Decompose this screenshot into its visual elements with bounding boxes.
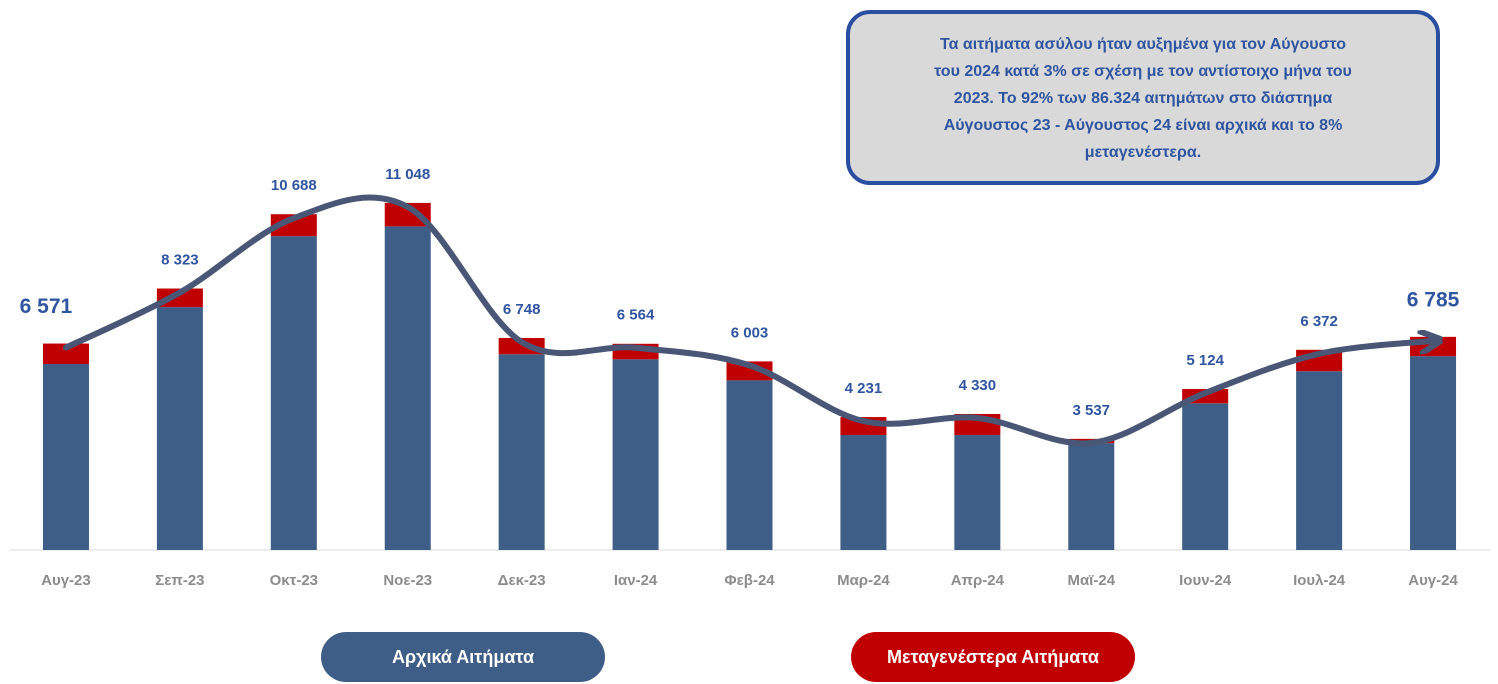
bar-segment (270, 236, 317, 550)
x-tick-label: Δεκ-23 (498, 572, 546, 589)
x-tick-label: Ιουν-24 (1179, 572, 1232, 589)
bar-segment (156, 288, 203, 308)
bar-segment (1182, 403, 1229, 550)
x-tick-label: Σεπ-23 (155, 572, 204, 589)
bar-segment (42, 364, 89, 550)
bar-segment (726, 380, 773, 550)
legend-item: Μεταγενέστερα Αιτήματα (851, 632, 1135, 682)
x-tick-label: Ιαν-24 (614, 572, 658, 589)
trend-line (62, 194, 1433, 447)
bar-segment (42, 343, 89, 365)
annotation-text: Αύγουστος 23 - Αύγουστος 24 είναι αρχικά… (944, 117, 1343, 134)
x-tick-label: Απρ-24 (951, 572, 1005, 589)
x-tick-label: Ιουλ-24 (1293, 572, 1346, 589)
total-label: 11 048 (385, 166, 430, 183)
total-label: 6 564 (617, 307, 655, 324)
bar-segment (1068, 443, 1115, 550)
x-tick-label: Οκτ-23 (270, 572, 318, 589)
annotation-box (846, 10, 1440, 185)
legend-swatch (851, 632, 1135, 682)
legend-label: Μεταγενέστερα Αιτήματα (887, 647, 1099, 667)
legend-label: Αρχικά Αιτήματα (392, 647, 534, 667)
bar-segment (612, 359, 659, 550)
bar-segment (270, 214, 317, 237)
legend-swatch (321, 632, 605, 682)
total-label: 8 323 (161, 251, 199, 268)
total-label: 6 785 (1407, 288, 1460, 311)
total-label: 6 003 (731, 324, 769, 341)
bar-segment (1410, 356, 1457, 550)
total-label: 5 124 (1186, 352, 1224, 369)
bar-segment (156, 307, 203, 550)
total-label: 4 330 (959, 377, 997, 394)
total-label: 6 571 (20, 295, 73, 318)
total-label: 6 372 (1300, 313, 1338, 330)
x-tick-label: Αυγ-23 (41, 572, 91, 589)
annotation-text: Τα αιτήματα ασύλου ήταν αυξημένα για τον… (940, 36, 1346, 53)
bar-segment (1296, 371, 1343, 550)
bar-segment (384, 202, 431, 227)
annotation-text: μεταγενέστερα. (1085, 144, 1201, 161)
bar-segment (498, 354, 545, 550)
total-label: 6 748 (503, 301, 541, 318)
total-label: 10 688 (271, 177, 317, 194)
bar-segment (726, 361, 773, 381)
bar-segment (384, 226, 431, 551)
annotation-text: 2023. Το 92% των 86.324 αιτημάτων στο δι… (954, 90, 1333, 107)
x-tick-label: Μαρ-24 (837, 572, 890, 589)
legend-item: Αρχικά Αιτήματα (321, 632, 605, 682)
x-tick-label: Μαϊ-24 (1067, 572, 1115, 589)
total-label: 4 231 (845, 380, 883, 397)
x-tick-label: Νοε-23 (383, 572, 432, 589)
total-label: 3 537 (1072, 402, 1110, 419)
x-tick-label: Αυγ-24 (1408, 572, 1458, 589)
bar-segment (954, 435, 1001, 550)
annotation-text: του 2024 κατά 3% σε σχέση με τον αντίστο… (934, 63, 1352, 80)
bar-segment (840, 435, 887, 550)
x-tick-label: Φεβ-24 (724, 572, 775, 589)
